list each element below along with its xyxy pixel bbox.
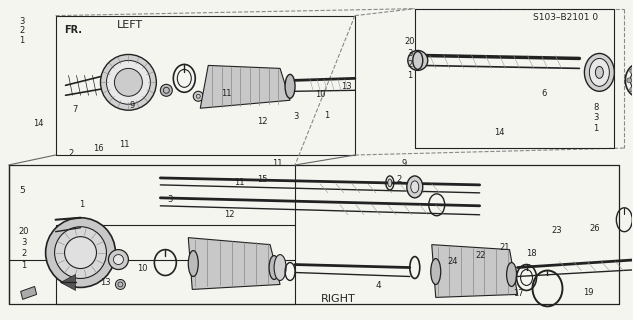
Circle shape [627,78,632,83]
Text: 22: 22 [475,251,486,260]
Circle shape [108,250,128,269]
Text: 19: 19 [583,288,593,297]
Circle shape [65,237,96,268]
Ellipse shape [413,52,423,69]
Text: 1: 1 [22,261,27,270]
Text: 20: 20 [19,227,29,236]
Text: 17: 17 [513,289,524,298]
Circle shape [630,69,633,74]
Circle shape [46,218,115,287]
Text: 2: 2 [20,27,25,36]
Text: 9: 9 [401,159,406,168]
Text: 11: 11 [272,159,282,168]
Ellipse shape [407,176,423,198]
Text: LEFT: LEFT [117,20,143,29]
Text: 9: 9 [129,101,135,110]
Ellipse shape [269,256,279,279]
Polygon shape [21,286,37,300]
Ellipse shape [188,251,198,276]
Text: 13: 13 [342,82,352,91]
Text: 24: 24 [447,258,458,267]
Circle shape [630,87,633,92]
Text: 3: 3 [20,17,25,26]
Text: FR.: FR. [65,25,82,35]
Ellipse shape [584,53,615,91]
Text: 15: 15 [258,175,268,184]
Text: 3: 3 [167,195,173,204]
Text: 2: 2 [69,149,74,158]
Text: 3: 3 [407,49,413,58]
Text: 3: 3 [22,238,27,247]
Text: 11: 11 [234,178,245,187]
Text: 1: 1 [408,71,413,80]
Ellipse shape [430,259,441,284]
Circle shape [115,279,125,289]
Ellipse shape [589,59,610,86]
Text: RIGHT: RIGHT [321,293,356,304]
Text: 1: 1 [79,200,84,209]
Text: 21: 21 [499,243,510,252]
Circle shape [101,54,156,110]
Ellipse shape [285,74,295,98]
Text: 14: 14 [34,119,44,128]
Text: 10: 10 [315,90,325,99]
Text: 18: 18 [526,250,537,259]
Circle shape [115,68,142,96]
Text: 1: 1 [20,36,25,45]
Text: S103–B2101 0: S103–B2101 0 [534,13,599,22]
Text: 14: 14 [494,128,505,137]
Text: 8: 8 [593,103,598,112]
Circle shape [408,51,428,70]
Circle shape [106,60,151,104]
Text: 11: 11 [222,89,232,98]
Text: 3: 3 [593,114,598,123]
Text: 2: 2 [408,60,413,69]
Text: 11: 11 [119,140,130,148]
Circle shape [193,91,203,101]
Ellipse shape [630,69,633,91]
Text: 6: 6 [541,89,546,98]
Text: 3: 3 [294,113,299,122]
Text: 4: 4 [375,281,381,290]
Ellipse shape [596,67,603,78]
Ellipse shape [506,262,517,286]
Text: 2: 2 [22,250,27,259]
Text: 2: 2 [396,175,401,184]
Text: 20: 20 [404,37,415,46]
Text: 1: 1 [593,124,598,132]
Polygon shape [61,275,75,291]
Text: 10: 10 [137,264,148,273]
Circle shape [160,84,172,96]
Ellipse shape [411,181,419,193]
Text: 12: 12 [258,117,268,126]
Text: 26: 26 [589,224,599,233]
Polygon shape [432,244,518,297]
Polygon shape [188,238,280,289]
Polygon shape [200,65,290,108]
Ellipse shape [388,179,392,187]
Text: 23: 23 [551,226,562,235]
Text: 7: 7 [73,105,78,114]
Circle shape [54,227,106,278]
Text: 5: 5 [19,186,25,195]
Text: 12: 12 [224,210,235,219]
Circle shape [113,255,123,265]
Text: 13: 13 [99,278,110,287]
Ellipse shape [274,255,286,280]
Text: 16: 16 [93,144,104,153]
Text: 1: 1 [324,111,329,120]
